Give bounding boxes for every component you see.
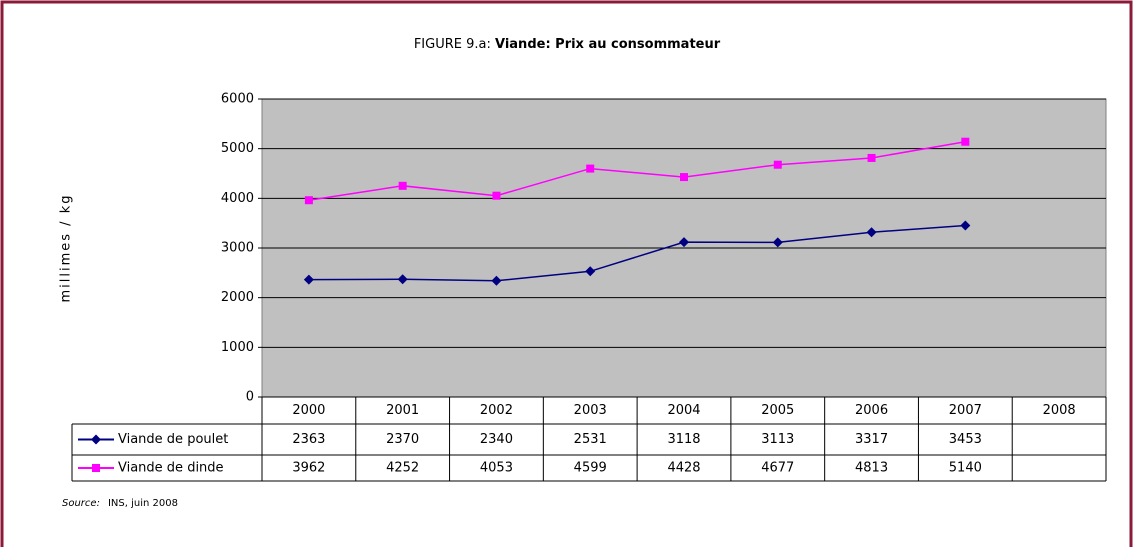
x-tick-label: 2002 bbox=[480, 403, 513, 418]
table-grid bbox=[71, 396, 1107, 482]
source-label: Source: bbox=[62, 498, 100, 509]
marker bbox=[303, 274, 314, 285]
table-value: 2370 bbox=[386, 432, 419, 447]
title: Viande: Prix au consommateur bbox=[495, 37, 721, 52]
series-line bbox=[308, 140, 966, 201]
table-value: 2531 bbox=[574, 432, 607, 447]
table-value: 3317 bbox=[855, 432, 888, 447]
table-value: 4053 bbox=[480, 461, 513, 476]
series-line bbox=[308, 224, 966, 282]
table-value: 3453 bbox=[949, 432, 982, 447]
marker bbox=[398, 181, 407, 190]
marker bbox=[304, 196, 313, 205]
table-value: 2363 bbox=[292, 432, 325, 447]
marker bbox=[961, 137, 970, 146]
x-tick-label: 2005 bbox=[761, 403, 794, 418]
y-tick-label: 0 bbox=[246, 390, 254, 405]
x-tick-label: 2008 bbox=[1043, 403, 1076, 418]
marker bbox=[960, 220, 971, 231]
marker bbox=[680, 173, 688, 182]
y-tick-label: 2000 bbox=[221, 290, 254, 305]
source: Source: INS, juin 2008 bbox=[62, 498, 178, 509]
x-tick-label: 2006 bbox=[855, 403, 888, 418]
marker bbox=[492, 191, 501, 200]
marker bbox=[586, 164, 595, 173]
legend-label: Viande de poulet bbox=[118, 432, 228, 447]
figure-label: FIGURE 9.a: bbox=[414, 37, 491, 52]
table-value: 3118 bbox=[667, 432, 700, 447]
y-tick-label: 5000 bbox=[221, 141, 254, 156]
table-value: 4599 bbox=[574, 461, 607, 476]
table-value: 2340 bbox=[480, 432, 513, 447]
marker bbox=[585, 266, 596, 277]
y-tick-label: 6000 bbox=[221, 92, 254, 107]
marker bbox=[91, 434, 101, 445]
y-axis-label: millimes / kg bbox=[59, 194, 74, 303]
table-value: 4677 bbox=[761, 461, 794, 476]
table-value: 3113 bbox=[761, 432, 794, 447]
x-tick-label: 2007 bbox=[949, 403, 982, 418]
x-tick-label: 2004 bbox=[667, 403, 700, 418]
marker bbox=[867, 153, 876, 162]
table-value: 4428 bbox=[667, 461, 700, 476]
legend-label: Viande de dinde bbox=[118, 461, 224, 476]
table-value: 3962 bbox=[292, 461, 325, 476]
x-tick-label: 2003 bbox=[574, 403, 607, 418]
table-value: 4252 bbox=[386, 461, 419, 476]
y-tick-label: 4000 bbox=[221, 191, 254, 206]
table-value: 5140 bbox=[949, 461, 982, 476]
marker bbox=[397, 274, 408, 285]
x-tick-label: 2000 bbox=[292, 403, 325, 418]
marker bbox=[772, 237, 783, 248]
marker bbox=[679, 237, 689, 248]
y-tick-label: 3000 bbox=[221, 241, 254, 256]
chart-title: FIGURE 9.a: Viande: Prix au consommateur bbox=[414, 37, 721, 52]
x-tick-label: 2001 bbox=[386, 403, 419, 418]
marker bbox=[773, 160, 782, 169]
table-value: 4813 bbox=[855, 461, 888, 476]
marker bbox=[92, 464, 100, 472]
y-tick-label: 1000 bbox=[221, 340, 254, 355]
marker bbox=[491, 275, 502, 286]
source-text: INS, juin 2008 bbox=[108, 498, 178, 509]
marker bbox=[866, 227, 877, 238]
